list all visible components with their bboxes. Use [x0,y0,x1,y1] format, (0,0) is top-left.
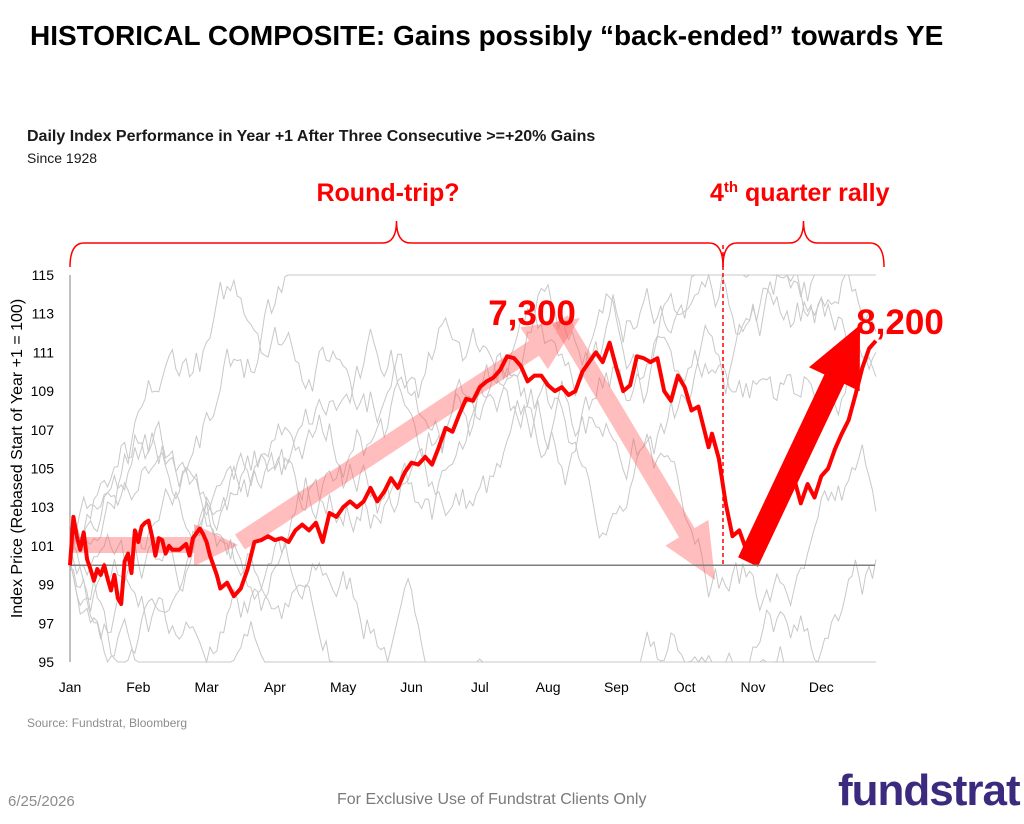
q4-rally-brace [722,220,885,268]
x-tick-label: Mar [195,679,219,695]
x-tick-label: Sep [604,679,629,695]
y-tick-labels: 95 97 99 101 103 105 107 109 111 113 115 [31,267,55,670]
y-tick-label: 105 [31,461,55,477]
y-tick-label: 97 [38,615,54,631]
x-tick-label: Jan [59,679,82,695]
q4-rally-arrow [738,325,860,567]
background-series-line [69,274,877,554]
q4-rally-label-number: 4 [710,179,724,207]
y-tick-label: 95 [38,654,54,670]
y-tick-label: 101 [31,538,55,554]
y-tick-label: 111 [33,344,54,360]
y-tick-label: 113 [32,306,55,322]
background-series-line [69,559,877,664]
round-trip-label: Round-trip? [316,179,459,207]
x-tick-label: Dec [809,679,834,695]
x-tick-label: Nov [741,679,766,695]
slide-title: HISTORICAL COMPOSITE: Gains possibly “ba… [30,20,944,51]
x-tick-label: Oct [674,679,696,695]
q4-rally-label-sup: th [724,179,738,196]
source-note: Source: Fundstrat, Bloomberg [27,716,188,730]
chart-title: Daily Index Performance in Year +1 After… [27,128,596,145]
q4-rally-label-text: quarter rally [738,179,890,207]
x-tick-label: Apr [264,679,286,695]
footer-note: For Exclusive Use of Fundstrat Clients O… [337,791,647,808]
x-tick-label: May [330,679,356,695]
background-series-line [69,335,877,612]
background-series-group [69,273,877,664]
decline-trend-arrow [552,315,715,580]
x-tick-labels: Jan Feb Mar Apr May Jun Jul Aug Sep Oct Nov Dec [59,679,834,695]
end-value-label: 8,200 [856,303,944,342]
x-tick-label: Jun [400,679,423,695]
background-series-line [69,541,876,664]
rise-trend-arrow [235,318,580,550]
y-tick-label: 103 [31,499,55,515]
chart-subtitle: Since 1928 [27,150,98,166]
y-tick-label: 107 [31,422,55,438]
background-series-line [69,274,876,547]
q4-rally-label: 4th quarter rally [710,179,890,207]
fundstrat-logo: fundstrat [838,766,1021,815]
y-tick-label: 99 [38,577,54,593]
x-tick-label: Feb [126,679,150,695]
x-tick-label: Jul [471,679,489,695]
composite-series-line [68,339,878,606]
y-tick-label: 115 [32,267,55,283]
background-series-line [69,487,876,663]
y-tick-label: 109 [31,383,55,399]
x-tick-label: Aug [536,679,561,695]
y-axis-title: Index Price (Rebased Start of Year +1 = … [9,299,26,618]
round-trip-brace [69,220,724,268]
footer-date: 6/25/2026 [8,793,75,810]
peak-value-label: 7,300 [488,294,576,333]
